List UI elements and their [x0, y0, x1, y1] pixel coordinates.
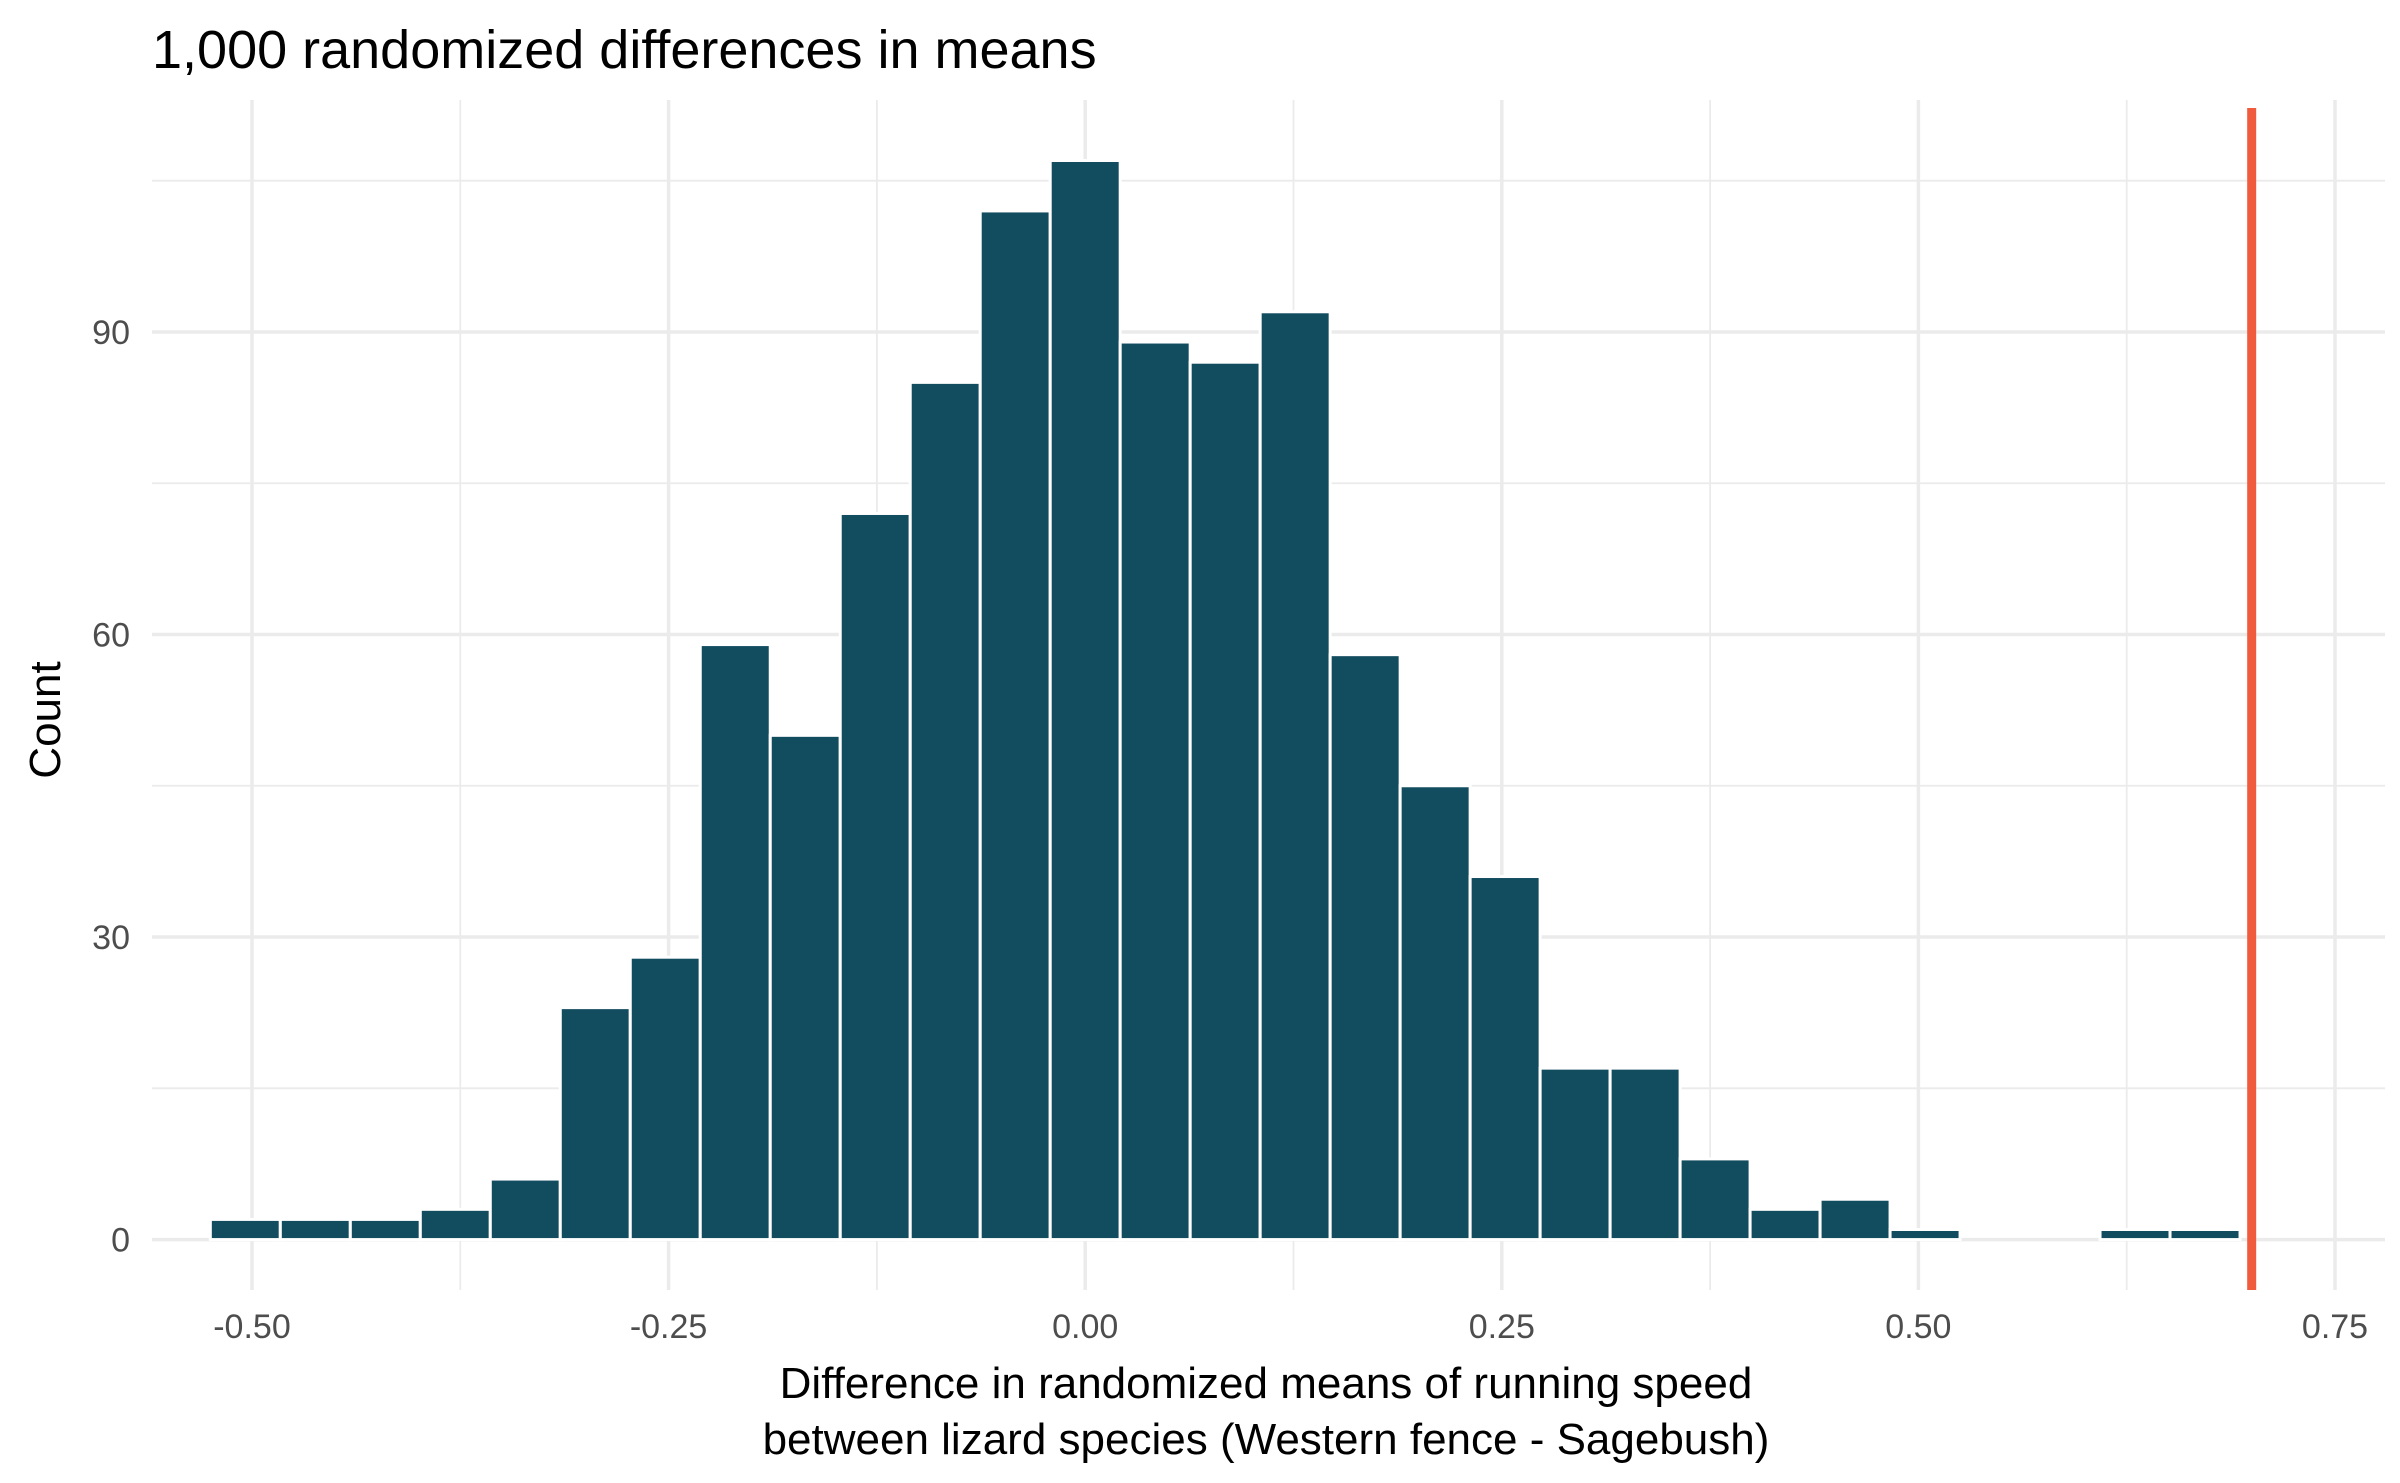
histogram-bar — [1888, 1227, 1962, 1242]
histogram-bar — [1678, 1157, 1752, 1242]
histogram-bar — [2168, 1227, 2242, 1242]
histogram-bar — [1818, 1197, 1892, 1242]
histogram-bar — [1468, 875, 1542, 1242]
x-tick-label: 0.75 — [2302, 1308, 2368, 1346]
y-tick-label: 30 — [92, 919, 130, 957]
histogram-bar — [1398, 784, 1472, 1242]
x-tick-label: -0.25 — [630, 1308, 708, 1346]
histogram-bar — [1048, 159, 1122, 1242]
histogram-bar — [908, 380, 982, 1242]
x-tick-label: 0.50 — [1885, 1308, 1951, 1346]
y-tick-label: 60 — [92, 616, 130, 654]
histogram-bar — [978, 209, 1052, 1242]
histogram-bar — [1258, 310, 1332, 1242]
y-tick-label: 0 — [111, 1222, 130, 1260]
histogram-bar — [2098, 1227, 2172, 1242]
histogram-bar — [348, 1217, 422, 1242]
y-axis-ticks: 0 30 60 90 — [92, 314, 130, 1260]
x-axis-ticks: -0.50 -0.25 0.00 0.25 0.50 0.75 — [213, 1308, 2368, 1346]
histogram-bar — [1608, 1066, 1682, 1242]
histogram-bar — [278, 1217, 352, 1242]
histogram-bar — [1328, 653, 1402, 1242]
x-tick-label: 0.25 — [1469, 1308, 1535, 1346]
histogram-bar — [768, 733, 842, 1242]
x-axis-title-line-2: between lizard species (Western fence - … — [763, 1415, 1770, 1464]
histogram-bar — [558, 1006, 632, 1242]
histogram-bar — [628, 955, 702, 1242]
histogram-bar — [208, 1217, 282, 1242]
y-tick-label: 90 — [92, 314, 130, 352]
histogram-bars — [208, 159, 2242, 1242]
histogram-bar — [1538, 1066, 1612, 1242]
x-axis-title-line-1: Difference in randomized means of runnin… — [780, 1359, 1753, 1408]
histogram-bar — [418, 1207, 492, 1242]
histogram-bar — [1748, 1207, 1822, 1242]
x-tick-label: 0.00 — [1052, 1308, 1118, 1346]
histogram-bar — [1188, 360, 1262, 1242]
y-axis-title: Count — [21, 661, 70, 778]
histogram-bar — [698, 643, 772, 1242]
histogram-bar — [1118, 340, 1192, 1242]
histogram-bar — [838, 511, 912, 1242]
chart-title: 1,000 randomized differences in means — [152, 20, 1097, 80]
histogram-bar — [488, 1177, 562, 1242]
x-tick-label: -0.50 — [213, 1308, 291, 1346]
